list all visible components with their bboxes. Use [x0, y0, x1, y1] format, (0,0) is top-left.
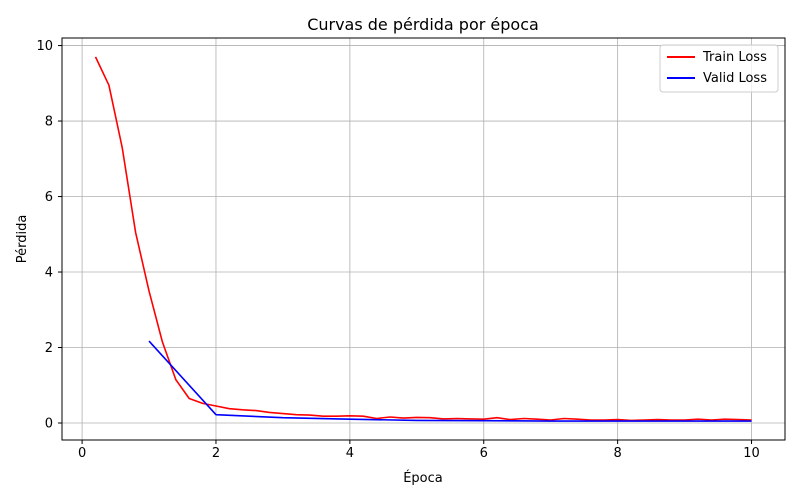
y-axis: 0 2 4 6 8 10 [36, 39, 62, 432]
y-axis-label: Pérdida [15, 215, 30, 264]
series-lines [94, 56, 752, 422]
x-tick-label: 10 [743, 446, 760, 461]
plot-frame [61, 37, 786, 441]
grid [62, 38, 785, 440]
x-tick-label: 2 [212, 446, 220, 461]
x-axis: 0 2 4 6 8 10 [78, 440, 760, 461]
x-tick-label: 4 [346, 446, 354, 461]
x-tick-label: 8 [613, 446, 621, 461]
y-tick-label: 4 [45, 266, 53, 281]
y-tick-label: 10 [36, 39, 53, 54]
valid-loss-line [148, 340, 752, 422]
x-axis-label: Época [403, 470, 443, 486]
y-tick-label: 6 [45, 190, 53, 205]
y-tick-label: 2 [45, 341, 53, 356]
x-tick-label: 6 [480, 446, 488, 461]
train-loss-line [94, 56, 752, 422]
y-tick-label: 8 [45, 115, 53, 130]
legend-label-valid: Valid Loss [703, 71, 767, 86]
chart-title: Curvas de pérdida por época [307, 15, 539, 34]
legend: Train Loss Valid Loss [659, 44, 779, 93]
x-tick-label: 0 [78, 446, 86, 461]
y-tick-label: 0 [45, 417, 53, 432]
legend-label-train: Train Loss [702, 50, 767, 65]
